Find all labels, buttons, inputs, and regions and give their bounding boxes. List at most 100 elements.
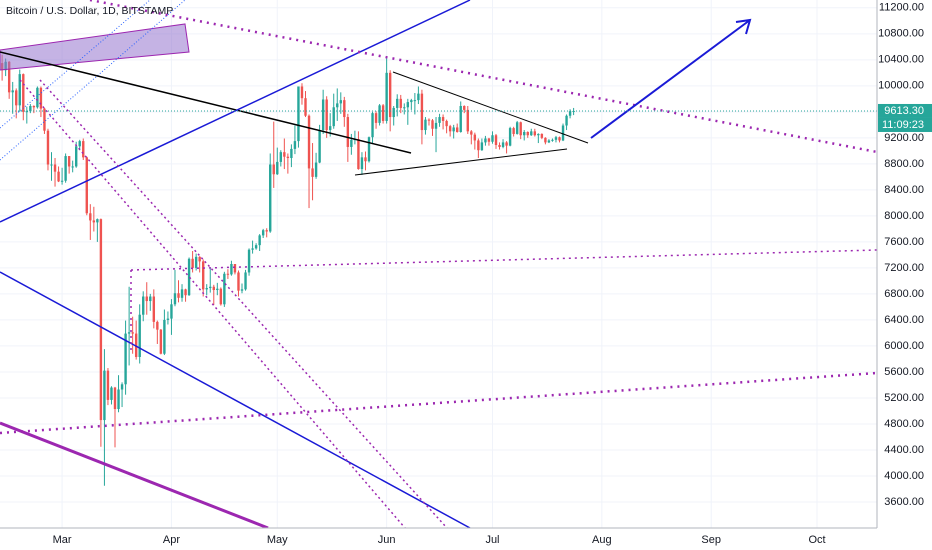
x-tick-label: Apr xyxy=(163,534,180,546)
candle-body xyxy=(318,130,321,163)
candle-body xyxy=(332,107,335,127)
candle-body xyxy=(177,293,180,298)
candle-body xyxy=(163,319,166,354)
candle-body xyxy=(413,100,417,102)
candle-body xyxy=(184,289,187,296)
candle-body xyxy=(336,103,339,108)
candle-body xyxy=(212,286,215,291)
candle-body xyxy=(417,93,420,101)
candle-body xyxy=(251,248,254,250)
candle-body xyxy=(142,296,145,315)
candle-body xyxy=(15,90,18,106)
x-tick-label: May xyxy=(267,534,288,546)
candle-body xyxy=(431,120,434,129)
candle-body xyxy=(237,272,240,291)
candle-body xyxy=(399,98,402,108)
candle-body xyxy=(110,387,113,400)
candle-body xyxy=(156,321,159,330)
candle-body xyxy=(216,288,219,291)
candle-body xyxy=(57,171,60,182)
y-tick-label: 6400.00 xyxy=(884,314,924,326)
candle-body xyxy=(127,332,131,334)
candle-body xyxy=(519,122,522,136)
dotted-trendline xyxy=(19,79,406,529)
candle-body xyxy=(381,105,385,121)
candle-body xyxy=(219,288,223,305)
candle-body xyxy=(187,258,191,296)
candle-body xyxy=(565,115,568,126)
triangle-line xyxy=(354,148,568,176)
candle-body xyxy=(463,105,466,110)
candle-body xyxy=(113,387,117,410)
x-tick-label: Jul xyxy=(485,534,499,546)
grid xyxy=(0,0,877,528)
y-tick-label: 8800.00 xyxy=(884,158,924,170)
candle-body xyxy=(466,109,469,132)
candle-body xyxy=(39,87,43,109)
candle-body xyxy=(254,245,258,249)
dotted-trendline xyxy=(39,79,448,529)
y-tick-label: 10000.00 xyxy=(878,80,924,92)
candle-body xyxy=(194,256,198,268)
trendline xyxy=(0,271,471,529)
candle-body xyxy=(261,230,265,236)
candle-body xyxy=(406,102,410,108)
candle-body xyxy=(233,264,237,273)
candle-body xyxy=(131,332,134,334)
candle-body xyxy=(170,304,173,319)
y-tick-label: 4000.00 xyxy=(884,470,924,482)
candle-body xyxy=(46,130,50,165)
candle-body xyxy=(201,261,205,290)
candle-body xyxy=(7,61,11,93)
candle-body xyxy=(307,115,311,169)
candle-body xyxy=(269,164,272,232)
dotted-trendline xyxy=(89,0,878,154)
candles xyxy=(0,54,575,486)
y-tick-label: 6000.00 xyxy=(884,340,924,352)
candle-body xyxy=(134,333,138,357)
drawings xyxy=(0,0,878,530)
y-tick-label: 10800.00 xyxy=(878,28,924,40)
candle-body xyxy=(106,370,110,400)
candle-body xyxy=(385,72,388,121)
candle-body xyxy=(321,99,325,131)
trendline xyxy=(0,51,412,154)
candle-body xyxy=(240,289,244,291)
candle-body xyxy=(124,333,127,385)
candle-body xyxy=(523,132,526,136)
candle-body xyxy=(293,141,297,149)
candle-body xyxy=(452,127,455,132)
countdown-label: 11:09:23 xyxy=(882,119,924,131)
candle-body xyxy=(343,100,346,118)
candle-body xyxy=(304,98,307,116)
candle-body xyxy=(554,137,558,140)
candle-body xyxy=(297,86,300,142)
candle-body xyxy=(18,74,21,106)
candle-body xyxy=(117,389,120,410)
candle-body xyxy=(459,105,462,132)
last-price-label: 9613.30 xyxy=(884,105,924,117)
candle-body xyxy=(29,105,32,112)
candle-body xyxy=(403,107,406,109)
candle-body xyxy=(558,137,561,141)
candle-body xyxy=(22,74,25,112)
candle-body xyxy=(92,220,96,223)
candle-body xyxy=(544,137,547,143)
candle-body xyxy=(230,264,233,275)
y-tick-label: 6800.00 xyxy=(884,288,924,300)
candle-body xyxy=(568,111,572,116)
candle-body xyxy=(455,127,459,132)
candle-body xyxy=(512,128,515,134)
candle-body xyxy=(530,131,533,136)
candle-body xyxy=(276,161,279,175)
candle-body xyxy=(244,272,247,290)
candle-body xyxy=(473,134,477,141)
candle-body xyxy=(272,164,275,175)
candle-body xyxy=(205,288,208,290)
candle-body xyxy=(120,384,124,390)
candle-body xyxy=(138,314,141,357)
candle-body xyxy=(487,138,491,142)
candle-body xyxy=(60,180,64,182)
candle-body xyxy=(223,273,226,305)
